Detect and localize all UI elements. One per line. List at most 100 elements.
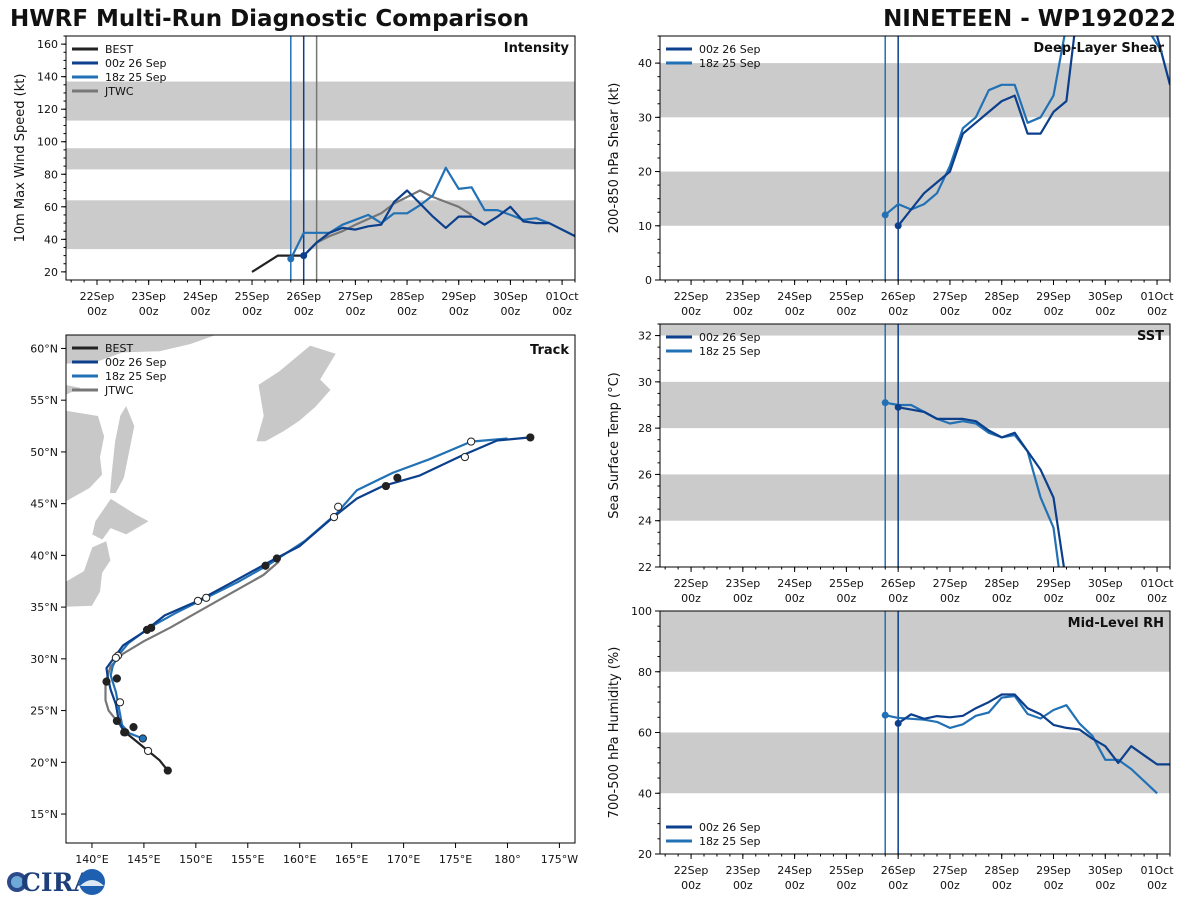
x-tick-day: 22Sep	[674, 577, 709, 590]
legend-label: JTWC	[104, 85, 134, 98]
x-tick-day: 30Sep	[493, 290, 528, 303]
x-tick-hour: 00z	[785, 592, 805, 605]
y-tick-label: 120	[37, 103, 58, 116]
x-tick-day: 01Oct	[546, 290, 580, 303]
legend-label: 18z 25 Sep	[699, 835, 761, 848]
y-tick-label: 20	[638, 166, 652, 179]
series-line-run_18z	[885, 401, 1060, 567]
figure-title: HWRF Multi-Run Diagnostic Comparison	[10, 6, 530, 32]
track-point-run_00z	[120, 728, 129, 737]
x-tick-hour: 00z	[992, 879, 1012, 892]
x-tick-hour: 00z	[139, 305, 159, 318]
track-point-run_18z	[261, 561, 270, 570]
x-tick-hour: 00z	[681, 305, 701, 318]
legend-label: JTWC	[104, 384, 134, 397]
plot-area	[660, 324, 1170, 567]
y-tick-label: 100	[37, 136, 58, 149]
x-tick-hour: 00z	[1044, 879, 1064, 892]
x-tick-day: 01Oct	[1141, 290, 1175, 303]
y-tick-label: 160	[37, 38, 58, 51]
track-point-run_18z	[334, 502, 343, 511]
lon-tick-label: 175°E	[439, 853, 472, 866]
x-tick-hour: 00z	[888, 305, 908, 318]
series-line-run_18z	[1150, 36, 1164, 53]
track-point-run_00z	[112, 674, 122, 683]
x-tick-hour: 00z	[345, 305, 365, 318]
y-axis-label: Sea Surface Temp (°C)	[607, 372, 622, 519]
series-line-run_00z	[898, 406, 1065, 567]
lon-tick-label: 145°E	[127, 853, 160, 866]
x-tick-hour: 00z	[681, 592, 701, 605]
x-tick-hour: 00z	[837, 592, 857, 605]
track-point-run_00z	[526, 433, 535, 442]
x-tick-hour: 00z	[449, 305, 469, 318]
x-tick-day: 23Sep	[131, 290, 166, 303]
x-tick-day: 27Sep	[933, 577, 968, 590]
panel-shear: 0 10 20 30 40 22Sep 00z 23Sep 00z 24Sep 00z 25Sep 00…	[607, 35, 1175, 318]
init-marker	[894, 719, 902, 727]
track-point-jtwc	[112, 716, 122, 726]
y-tick-label: 40	[44, 233, 58, 246]
land-mass	[66, 540, 112, 608]
panel-title: Track	[530, 343, 569, 358]
x-tick-hour: 00z	[785, 879, 805, 892]
legend-label: BEST	[105, 342, 133, 355]
y-tick-label: 140	[37, 71, 58, 84]
x-tick-hour: 00z	[552, 305, 572, 318]
x-tick-hour: 00z	[940, 592, 960, 605]
plot-frame	[659, 323, 1171, 568]
series-line-run_18z	[884, 36, 1066, 216]
x-tick-hour: 00z	[681, 879, 701, 892]
legend-label: 18z 25 Sep	[105, 71, 167, 84]
lon-tick-label: 180°	[494, 853, 521, 866]
x-tick-hour: 00z	[888, 592, 908, 605]
lat-tick-label: 25°N	[30, 705, 58, 718]
x-tick-hour: 00z	[940, 305, 960, 318]
x-tick-day: 24Sep	[777, 290, 812, 303]
x-tick-day: 29Sep	[441, 290, 476, 303]
x-tick-hour: 00z	[1147, 592, 1167, 605]
x-tick-hour: 00z	[1147, 305, 1167, 318]
lat-tick-label: 50°N	[30, 446, 58, 459]
land-mass	[66, 410, 105, 502]
lat-tick-label: 35°N	[30, 601, 58, 614]
map-frame	[65, 334, 576, 844]
land-mass	[109, 404, 135, 494]
x-tick-hour: 00z	[940, 879, 960, 892]
threshold-band	[660, 63, 1170, 118]
x-tick-hour: 00z	[992, 305, 1012, 318]
lon-tick-label: 175°W	[541, 853, 578, 866]
y-tick-label: 20	[44, 266, 58, 279]
y-tick-label: 22	[638, 561, 652, 574]
x-tick-day: 28Sep	[984, 864, 1019, 877]
panel-rh: 20 40 60 80 100 22Sep 00z 23Sep 00z 24Sep 00z 25Sep…	[607, 605, 1174, 892]
x-tick-hour: 00z	[190, 305, 210, 318]
series-line-run_00z	[897, 36, 1076, 227]
track-point-best	[163, 766, 172, 775]
track-point-run_18z	[467, 437, 476, 446]
panel-intensity: 20 40 60 80 100 120 140 160 22Sep 00z 23Sep 00z 24Se…	[13, 35, 580, 318]
x-tick-day: 26Sep	[881, 864, 916, 877]
track-line-run_18z	[109, 437, 508, 740]
x-tick-hour: 00z	[1095, 305, 1115, 318]
land-mass	[255, 344, 337, 442]
x-tick-hour: 00z	[1044, 592, 1064, 605]
panel-title: Mid-Level RH	[1068, 616, 1164, 631]
panel-title: Intensity	[504, 41, 570, 56]
threshold-band	[660, 611, 1170, 672]
x-tick-day: 23Sep	[725, 864, 760, 877]
y-tick-label: 10	[638, 220, 652, 233]
x-tick-day: 30Sep	[1088, 577, 1123, 590]
y-tick-label: 32	[638, 330, 652, 343]
track-line-run_00z	[105, 436, 531, 733]
lat-tick-label: 45°N	[30, 498, 58, 511]
x-tick-day: 25Sep	[829, 577, 864, 590]
init-marker	[881, 211, 889, 219]
lat-tick-label: 55°N	[30, 394, 58, 407]
x-tick-hour: 00z	[733, 592, 753, 605]
lat-tick-label: 40°N	[30, 549, 58, 562]
x-tick-hour: 00z	[294, 305, 314, 318]
x-tick-day: 22Sep	[674, 290, 709, 303]
x-tick-hour: 00z	[501, 305, 521, 318]
